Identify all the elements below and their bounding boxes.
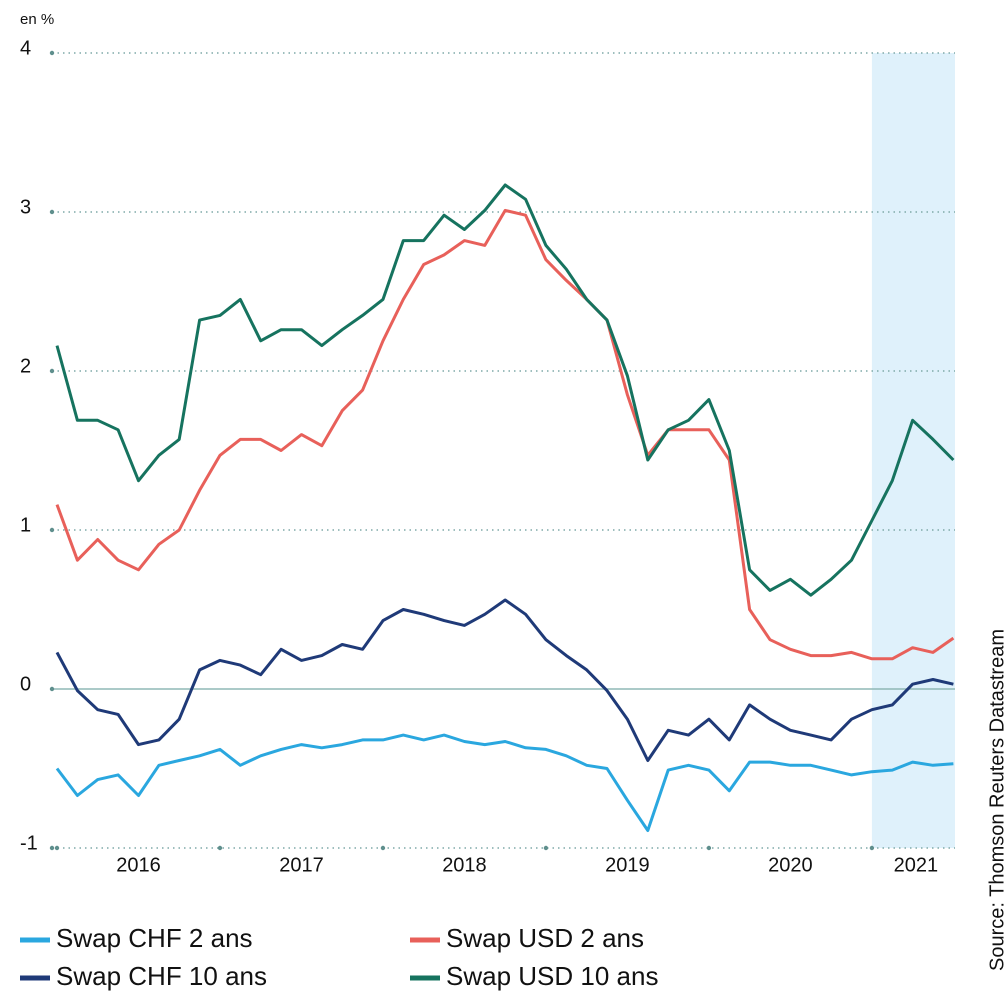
legend-label: Swap CHF 2 ans bbox=[56, 923, 253, 953]
y-tick-label: -1 bbox=[20, 832, 38, 854]
y-tick-label: 1 bbox=[20, 514, 31, 536]
x-tick-label: 2021 bbox=[894, 854, 939, 876]
y-tick-label: 0 bbox=[20, 673, 31, 695]
x-tick-label: 2018 bbox=[442, 854, 487, 876]
x-tick-mark bbox=[54, 845, 60, 851]
x-tick-mark bbox=[706, 845, 712, 851]
y-tick-label: 2 bbox=[20, 355, 31, 377]
x-tick-label: 2020 bbox=[768, 854, 813, 876]
x-tick-mark bbox=[217, 845, 223, 851]
legend-label: Swap USD 10 ans bbox=[446, 961, 658, 991]
y-tick-label: 3 bbox=[20, 196, 31, 218]
x-tick-label: 2019 bbox=[605, 854, 650, 876]
y-tick-mark bbox=[49, 368, 55, 374]
legend-label: Swap CHF 10 ans bbox=[56, 961, 267, 991]
source: Source: Thomson Reuters Datastream bbox=[986, 629, 1005, 971]
x-tick-label: 2017 bbox=[279, 854, 324, 876]
series-line bbox=[55, 598, 954, 762]
series-line bbox=[55, 183, 955, 597]
x-tick-mark bbox=[380, 845, 386, 851]
x-tick-mark bbox=[869, 845, 875, 851]
legend-label: Swap USD 2 ans bbox=[446, 923, 644, 953]
x-tick-mark bbox=[543, 845, 549, 851]
unit-label: en % bbox=[20, 11, 54, 28]
series-line bbox=[55, 208, 955, 661]
x-tick-label: 2016 bbox=[116, 854, 161, 876]
y-tick-label: 4 bbox=[20, 37, 31, 59]
y-tick-mark bbox=[49, 686, 55, 692]
y-tick-mark bbox=[49, 527, 55, 533]
series-line bbox=[55, 733, 954, 832]
y-tick-mark bbox=[49, 209, 55, 215]
y-tick-mark bbox=[49, 845, 55, 851]
y-tick-mark bbox=[49, 50, 55, 56]
shaded-region bbox=[871, 53, 955, 848]
